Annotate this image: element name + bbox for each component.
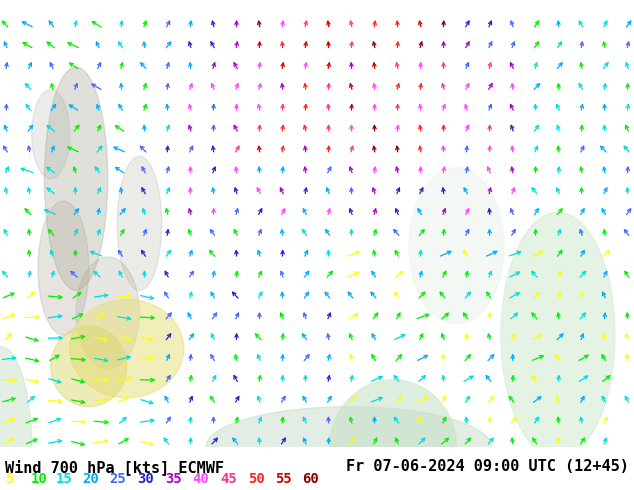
Text: Wind 700 hPa [kts] ECMWF: Wind 700 hPa [kts] ECMWF <box>5 459 224 475</box>
Text: 45: 45 <box>221 472 237 486</box>
Ellipse shape <box>117 156 162 291</box>
Text: 20: 20 <box>82 472 99 486</box>
Ellipse shape <box>32 89 70 179</box>
Text: Fr 07-06-2024 09:00 UTC (12+45): Fr 07-06-2024 09:00 UTC (12+45) <box>346 459 629 474</box>
Text: 25: 25 <box>110 472 126 486</box>
Text: 40: 40 <box>193 472 209 486</box>
Ellipse shape <box>206 407 491 487</box>
Text: 35: 35 <box>165 472 182 486</box>
Text: 15: 15 <box>56 472 72 486</box>
Ellipse shape <box>51 326 127 407</box>
Ellipse shape <box>38 201 89 335</box>
Ellipse shape <box>501 212 615 458</box>
Text: 30: 30 <box>137 472 153 486</box>
Text: 60: 60 <box>302 472 318 486</box>
Text: 50: 50 <box>248 472 264 486</box>
Ellipse shape <box>76 257 139 368</box>
Text: 10: 10 <box>30 472 47 486</box>
Ellipse shape <box>0 346 32 490</box>
Ellipse shape <box>44 67 108 291</box>
Text: 55: 55 <box>275 472 292 486</box>
Ellipse shape <box>70 299 184 398</box>
Ellipse shape <box>330 380 456 490</box>
Ellipse shape <box>409 168 504 324</box>
Text: 5: 5 <box>5 472 13 486</box>
